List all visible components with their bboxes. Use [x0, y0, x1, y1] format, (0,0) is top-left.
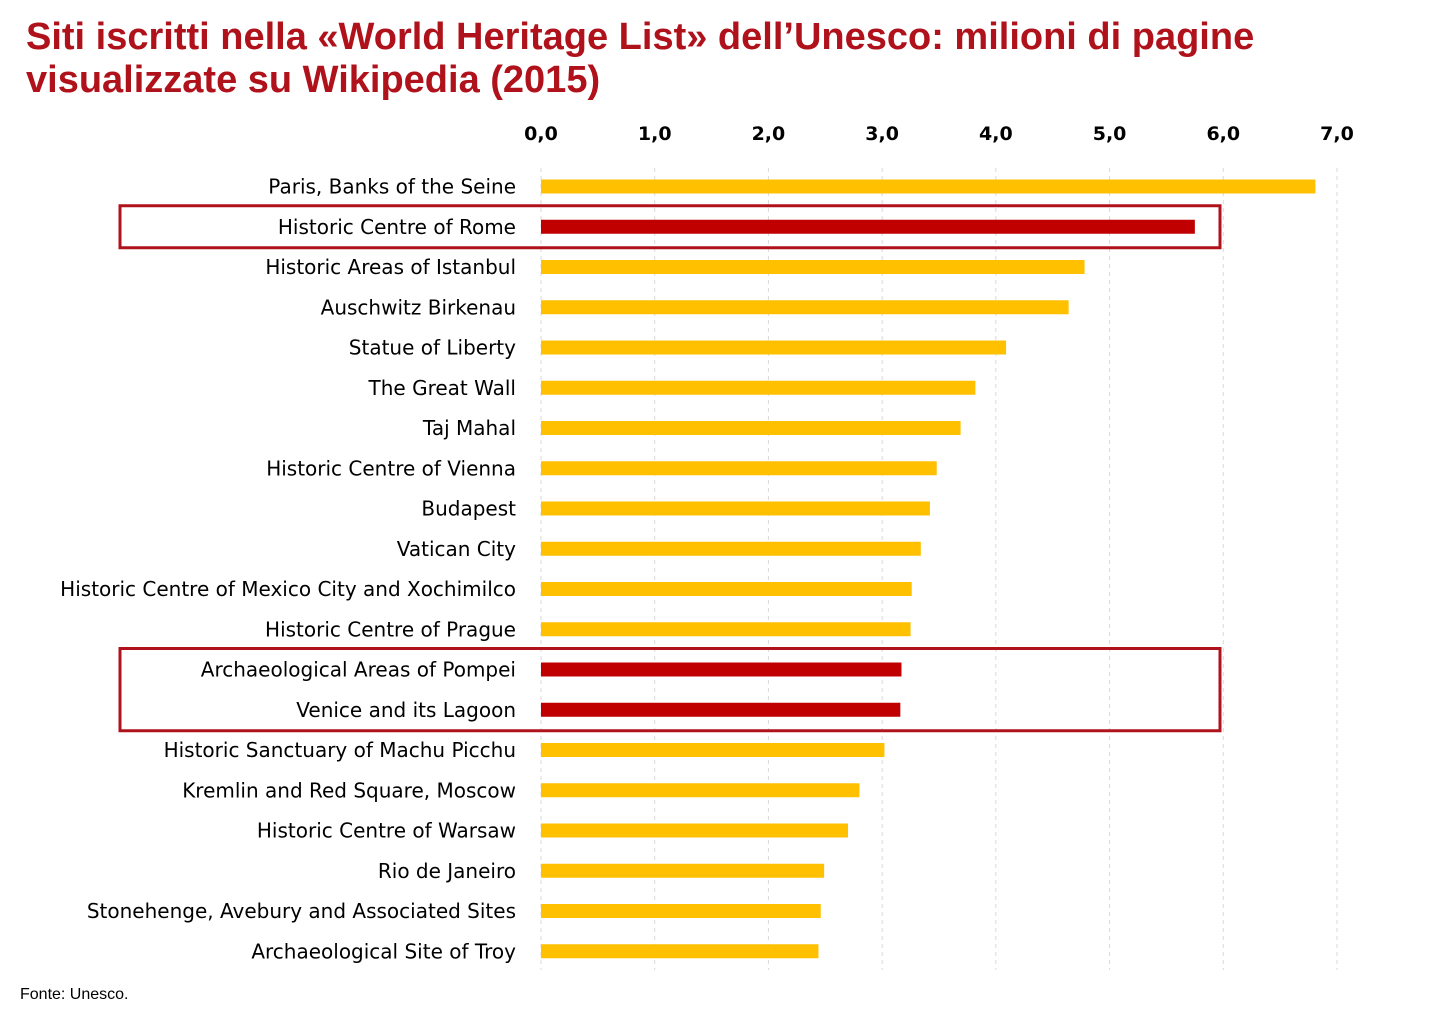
category-label: Archaeological Site of Troy	[251, 939, 516, 963]
x-tick-label: 2,0	[752, 123, 786, 145]
bars	[541, 179, 1316, 959]
category-labels: Paris, Banks of the Seine Historic Centre…	[60, 175, 516, 964]
bar	[541, 340, 1007, 355]
bar	[541, 783, 860, 798]
x-tick-label: 1,0	[638, 123, 672, 145]
bar	[541, 219, 1195, 234]
category-label: Rio de Janeiro	[378, 859, 516, 883]
category-label: Auschwitz Birkenau	[321, 295, 516, 319]
bar	[541, 582, 912, 596]
x-axis-ticks: 0,0 1,0 2,0 3,0 4,0 5,0 6,0 7,0	[524, 123, 1354, 145]
category-label: Historic Centre of Vienna	[266, 456, 516, 480]
bar	[541, 702, 901, 717]
category-label: Taj Mahal	[422, 416, 516, 440]
bar	[541, 260, 1085, 274]
category-label: Historic Centre of Rome	[278, 215, 516, 239]
bar	[541, 501, 930, 516]
x-tick-label: 7,0	[1320, 123, 1354, 145]
bar	[541, 823, 849, 838]
bar	[541, 541, 921, 556]
x-tick-label: 4,0	[979, 123, 1013, 145]
category-label: Vatican City	[397, 537, 516, 561]
category-label: Statue of Liberty	[349, 336, 516, 360]
category-label: Stonehenge, Avebury and Associated Sites	[87, 899, 516, 923]
bar	[541, 622, 911, 637]
category-label: Paris, Banks of the Seine	[268, 175, 516, 199]
category-label: Venice and its Lagoon	[296, 698, 516, 722]
chart-title: Siti iscritti nella «World Heritage List…	[26, 16, 1426, 102]
bar	[541, 662, 902, 677]
highlight-boxes	[118, 204, 1222, 733]
bar	[541, 461, 937, 476]
x-tick-label: 6,0	[1206, 123, 1240, 145]
bar	[541, 904, 821, 918]
x-tick-label: 0,0	[524, 123, 558, 145]
category-label: Kremlin and Red Square, Moscow	[182, 778, 516, 802]
source-note: Fonte: Unesco.	[20, 986, 129, 1003]
category-label: Historic Areas of Istanbul	[265, 255, 516, 279]
bar	[541, 863, 825, 878]
bar	[541, 421, 961, 435]
gridlines	[540, 168, 1338, 970]
category-label: The Great Wall	[368, 376, 516, 400]
category-label: Historic Centre of Prague	[265, 617, 516, 641]
bar	[541, 300, 1069, 315]
category-label: Historic Centre of Mexico City and Xochi…	[60, 577, 516, 601]
x-tick-label: 3,0	[865, 123, 899, 145]
bar	[541, 179, 1316, 194]
bar	[541, 380, 976, 395]
highlight-box	[118, 204, 1222, 250]
highlight-box	[118, 647, 1222, 733]
category-label: Historic Centre of Warsaw	[257, 819, 516, 843]
bar	[541, 743, 885, 757]
category-label: Archaeological Areas of Pompei	[201, 658, 516, 682]
bar	[541, 944, 819, 959]
chart-title-line-1: Siti iscritti nella «World Heritage List…	[26, 16, 1255, 58]
x-tick-label: 5,0	[1093, 123, 1127, 145]
category-label: Budapest	[421, 497, 516, 521]
chart-title-line-2: visualizzate su Wikipedia (2015)	[26, 59, 601, 101]
category-label: Historic Sanctuary of Machu Picchu	[164, 738, 516, 762]
